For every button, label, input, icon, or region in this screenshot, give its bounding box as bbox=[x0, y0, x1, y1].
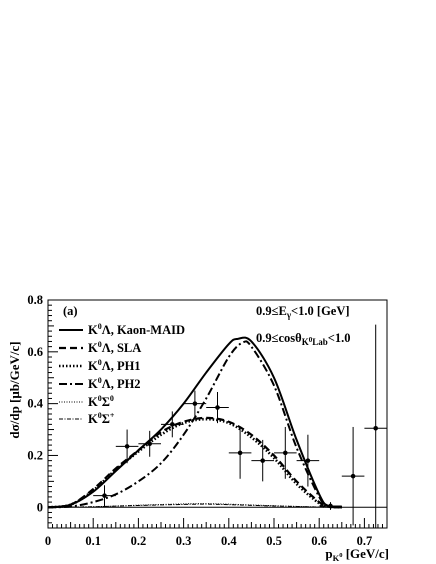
data-point bbox=[170, 422, 175, 427]
y-tick-label: 0.4 bbox=[27, 397, 43, 411]
x-tick-label: 0.7 bbox=[357, 534, 373, 548]
legend-entry-ph1: K0Λ, PH1 bbox=[59, 358, 141, 373]
x-tick-label: 0.2 bbox=[131, 534, 147, 548]
data-point-group bbox=[341, 426, 365, 526]
data-point bbox=[124, 444, 130, 449]
data-point bbox=[305, 458, 311, 463]
data-point-group bbox=[93, 485, 116, 506]
data-point bbox=[283, 450, 288, 456]
series-curve-thin-dashdot bbox=[47, 503, 342, 508]
legend-label-ph2: K0Λ, PH2 bbox=[88, 376, 141, 391]
data-point-group bbox=[274, 426, 297, 479]
data-point-group bbox=[296, 434, 320, 487]
data-point bbox=[102, 493, 107, 498]
legend-entry-sla: K0Λ, SLA bbox=[59, 340, 141, 355]
data-point-group bbox=[183, 390, 207, 417]
series-curve-dotted bbox=[47, 417, 342, 509]
angle-range-annotation: 0.9≤cosθK0Lab<1.0 bbox=[256, 331, 350, 347]
axis-ticks bbox=[47, 299, 388, 529]
energy-range-annotation: 0.9≤Eγ<1.0 [GeV] bbox=[256, 304, 350, 320]
series-curve-dashed bbox=[47, 416, 342, 509]
legend-entry-k0-sigmaplus: K0Σ+ bbox=[59, 411, 115, 426]
y-tick-label: 0.6 bbox=[27, 345, 43, 359]
y-tick-label: 0 bbox=[37, 500, 43, 514]
data-point-group bbox=[251, 439, 274, 482]
x-tick-label: 0.3 bbox=[176, 534, 192, 548]
y-axis-title: dσ/dp [μb/GeV/c] bbox=[7, 341, 22, 438]
panel-label: (a) bbox=[63, 304, 78, 318]
legend: K0Λ, Kaon-MAID K0Λ, SLA K0Λ, PH1 K0Λ, PH… bbox=[59, 322, 185, 426]
legend-label-k0-sigmaplus: K0Σ+ bbox=[88, 411, 115, 426]
x-axis-title: pK0 [GeV/c] bbox=[325, 546, 389, 563]
x-tick-label: 0.1 bbox=[85, 534, 101, 548]
data-point-group bbox=[206, 391, 229, 424]
legend-entry-kaon-maid: K0Λ, Kaon-MAID bbox=[59, 322, 185, 337]
data-point-group bbox=[228, 426, 252, 479]
data-point bbox=[373, 425, 379, 431]
data-point bbox=[215, 405, 220, 410]
data-point-group bbox=[115, 429, 139, 464]
legend-label-kaon-maid: K0Λ, Kaon-MAID bbox=[88, 322, 185, 337]
legend-label-sla: K0Λ, SLA bbox=[88, 340, 141, 355]
data-points bbox=[93, 324, 387, 528]
legend-label-ph1: K0Λ, PH1 bbox=[88, 358, 141, 373]
data-point bbox=[192, 401, 198, 406]
x-tick-label: 0.5 bbox=[266, 534, 282, 548]
x-tick-label: 0.4 bbox=[221, 534, 237, 548]
data-point bbox=[328, 503, 333, 509]
legend-label-k0-sigma0: K0Σ0 bbox=[88, 394, 114, 409]
legend-entry-k0-sigma0: K0Σ0 bbox=[59, 394, 114, 409]
data-point-group bbox=[364, 324, 387, 528]
data-point bbox=[260, 458, 266, 463]
data-point-group bbox=[161, 411, 184, 438]
y-tick-label: 0.2 bbox=[27, 448, 43, 462]
data-point bbox=[237, 450, 243, 456]
data-point-group bbox=[138, 430, 161, 457]
axis-tick-labels: 0 0.1 0.2 0.3 0.4 0.5 0.6 0.7 0 0.2 0.4 0.6 0.8 bbox=[27, 293, 372, 548]
data-point-group bbox=[319, 502, 342, 510]
legend-entry-ph2: K0Λ, PH2 bbox=[59, 376, 141, 391]
data-point bbox=[350, 473, 356, 479]
x-tick-label: 0.6 bbox=[311, 534, 327, 548]
x-tick-label: 0 bbox=[45, 534, 51, 548]
y-tick-label: 0.8 bbox=[27, 293, 43, 307]
data-point bbox=[147, 441, 152, 447]
kinematic-annotations: 0.9≤Eγ<1.0 [GeV] 0.9≤cosθK0Lab<1.0 bbox=[256, 304, 350, 347]
